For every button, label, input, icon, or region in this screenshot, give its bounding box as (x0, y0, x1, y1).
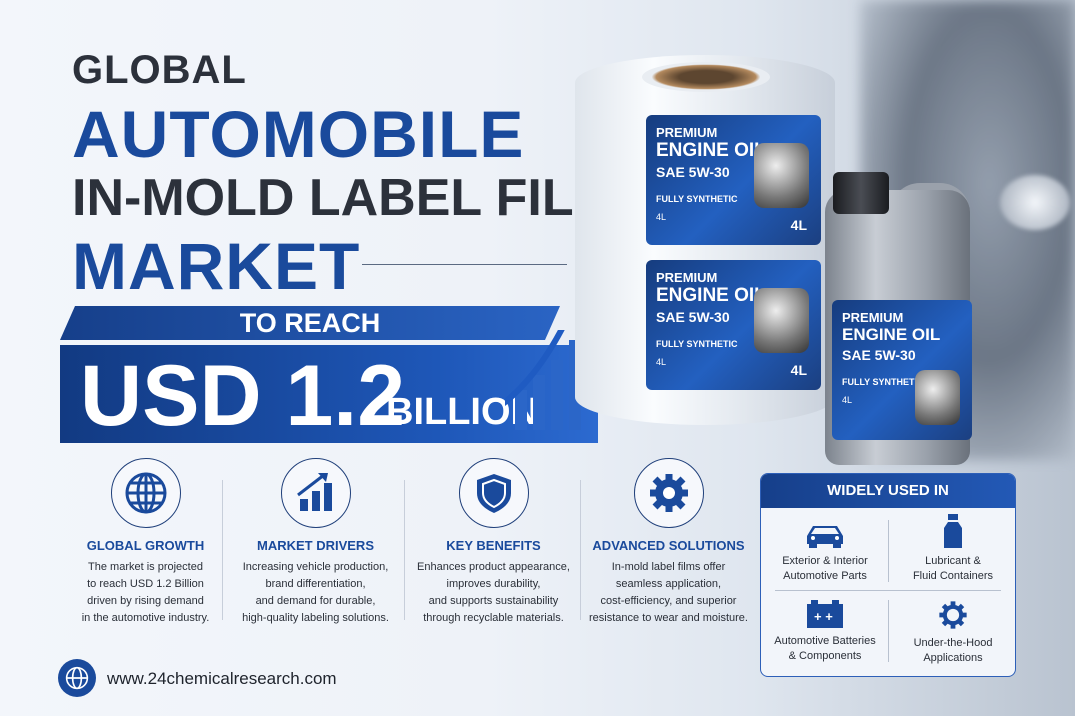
car-headlight (1000, 175, 1070, 230)
divider (404, 480, 405, 620)
label-volume: 4L (656, 357, 667, 367)
feature-market-drivers: MARKET DRIVERS Increasing vehicle produc… (228, 458, 403, 627)
label-grade: SAE 5W-30 (842, 347, 916, 363)
website-link[interactable]: www.24chemicalresearch.com (107, 669, 337, 688)
feature-description: The market is projected to reach USD 1.2 … (81, 561, 210, 624)
label-name: ENGINE OIL (842, 325, 941, 344)
gear-icon (939, 601, 967, 629)
label-name: ENGINE OIL (656, 285, 766, 306)
label-type: FULLY SYNTHETIC (842, 377, 924, 387)
forecast-value: USD 1.2 (80, 348, 406, 444)
use-lubricant-containers: Lubricant & Fluid Containers (889, 514, 1015, 584)
jug-cap (833, 172, 889, 214)
label-premium: PREMIUM (842, 310, 904, 325)
use-exterior-interior: Exterior & Interior Automotive Parts (761, 522, 889, 584)
feature-global-growth: GLOBAL GROWTH The market is projected to … (58, 458, 233, 627)
feature-description: In-mold label films offer seamless applic… (589, 561, 748, 624)
feature-advanced-solutions: ADVANCED SOLUTIONS In-mold label films o… (581, 458, 756, 627)
label-volume: 4L (656, 212, 667, 222)
label-volume: 4L (842, 395, 853, 405)
panel-title: WIDELY USED IN (761, 474, 1015, 508)
product-label: PREMIUM ENGINE OIL SAE 5W-30 FULLY SYNTH… (646, 260, 821, 390)
growth-chart-icon (296, 473, 332, 511)
car-icon (807, 526, 843, 548)
piston-image (754, 143, 809, 208)
feature-title: GLOBAL GROWTH (86, 538, 205, 553)
label-type: FULLY SYNTHETIC (656, 194, 738, 204)
divider (580, 480, 581, 620)
shield-icon (476, 474, 511, 513)
divider (362, 264, 567, 265)
widely-used-panel: WIDELY USED IN Exterior & Interior Automo… (760, 473, 1016, 677)
label-name: ENGINE OIL (656, 140, 766, 161)
globe-icon (125, 472, 166, 514)
label-volume-large: 4L (790, 362, 807, 378)
feature-title: MARKET DRIVERS (256, 538, 374, 553)
label-volume-large: 4L (790, 217, 807, 233)
use-batteries: + + Automotive Batteries & Components (761, 600, 889, 664)
feature-description: Enhances product appearance, improves dur… (417, 561, 570, 624)
label-type: FULLY SYNTHETIC (656, 339, 738, 349)
to-reach-banner: TO REACH (60, 306, 560, 340)
footer-globe-icon (58, 659, 96, 697)
product-label: PREMIUM ENGINE OIL SAE 5W-30 FULLY SYNTH… (832, 300, 972, 440)
label-premium: PREMIUM (656, 125, 718, 140)
feature-key-benefits: KEY BENEFITS Enhances product appearance… (406, 458, 581, 627)
piston-image (915, 370, 960, 425)
divider (222, 480, 223, 620)
use-under-the-hood: Under-the-Hood Applications (889, 600, 1015, 666)
feature-description: Increasing vehicle production, brand diff… (242, 561, 389, 624)
gear-icon (649, 474, 688, 512)
product-label: PREMIUM ENGINE OIL SAE 5W-30 FULLY SYNTH… (646, 115, 821, 245)
title-line-2: AUTOMOBILE (72, 97, 525, 171)
feature-title: ADVANCED SOLUTIONS (592, 538, 745, 553)
title-line-1: GLOBAL (72, 48, 247, 92)
piston-image (754, 288, 809, 353)
svg-text:+ +: + + (814, 609, 833, 624)
battery-icon: + + (807, 600, 843, 628)
bottle-icon (944, 514, 962, 548)
label-grade: SAE 5W-30 (656, 309, 730, 325)
feature-title: KEY BENEFITS (446, 538, 541, 553)
label-premium: PREMIUM (656, 270, 718, 285)
title-line-3: IN-MOLD LABEL FILM (72, 169, 617, 227)
growth-arrow-icon (505, 330, 581, 430)
roll-core (642, 62, 770, 92)
label-grade: SAE 5W-30 (656, 164, 730, 180)
title-line-4: MARKET (72, 229, 361, 303)
